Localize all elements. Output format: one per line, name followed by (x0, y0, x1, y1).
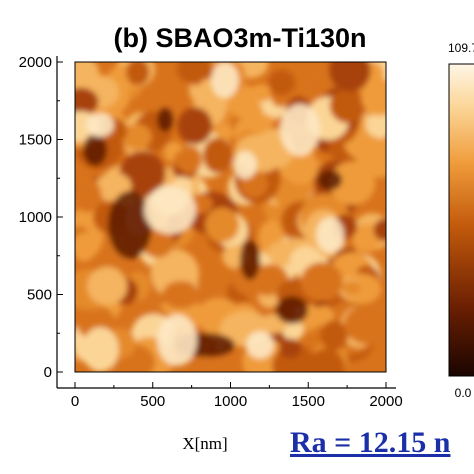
grain (268, 69, 296, 96)
colorbar-scale (448, 63, 474, 377)
grain (75, 178, 102, 213)
colorbar-min-label: 0.0 (455, 386, 472, 400)
peak (316, 217, 344, 253)
grain (75, 87, 99, 116)
grain (203, 137, 233, 174)
y-tick-label: 1500 (19, 132, 52, 149)
grain (283, 150, 319, 185)
peak (246, 331, 274, 359)
x-tick-label: 500 (140, 393, 165, 410)
valley (318, 170, 342, 190)
colorbar-max-label: 109.7 (448, 41, 474, 55)
axes: 0 500 1000 1500 2000 0 500 1000 1500 2000 (19, 54, 403, 410)
y-tick-label: 1000 (19, 209, 52, 226)
grain (373, 218, 386, 241)
x-tick-label: 0 (71, 393, 79, 410)
peak (280, 104, 320, 156)
colorbar: 109.7 0.0 (448, 41, 474, 400)
grain (361, 78, 386, 116)
peak (86, 113, 114, 137)
valley (276, 296, 308, 324)
grain (320, 320, 348, 351)
peak (157, 314, 197, 366)
grain (279, 338, 302, 359)
grain (75, 232, 96, 262)
chart-title: (b) SBAO3m-Ti130n (113, 23, 366, 53)
peak (144, 186, 196, 234)
valley (108, 191, 152, 259)
grain (87, 266, 128, 306)
grain (329, 88, 367, 124)
grain (329, 161, 375, 205)
grain (342, 280, 362, 297)
grain (344, 304, 386, 345)
grain (173, 150, 194, 170)
grain (365, 111, 386, 139)
grain (216, 123, 234, 141)
x-tick-label: 1500 (292, 393, 325, 410)
grain (177, 107, 213, 145)
y-tick-label: 500 (27, 287, 52, 304)
peak (211, 62, 239, 98)
y-tick-label: 2000 (19, 54, 52, 71)
grain (300, 262, 344, 302)
grain (307, 348, 345, 372)
roughness-annotation: Ra = 12.15 n (290, 426, 451, 459)
valley (83, 134, 107, 166)
grain (205, 207, 240, 243)
grain (126, 62, 150, 86)
grain (121, 124, 152, 150)
x-tick-label: 1000 (214, 393, 247, 410)
height-map (75, 62, 386, 372)
grain (82, 327, 119, 372)
peak (233, 151, 257, 179)
valley (240, 240, 260, 280)
grain (162, 281, 200, 309)
grain (328, 62, 371, 92)
grain (282, 319, 304, 341)
x-tick-label: 2000 (369, 393, 402, 410)
x-axis-label: X[nm] (182, 434, 227, 453)
plot-frame (74, 61, 387, 373)
y-tick-label: 0 (44, 364, 52, 381)
valley (157, 108, 173, 132)
surface-grains (75, 62, 386, 372)
